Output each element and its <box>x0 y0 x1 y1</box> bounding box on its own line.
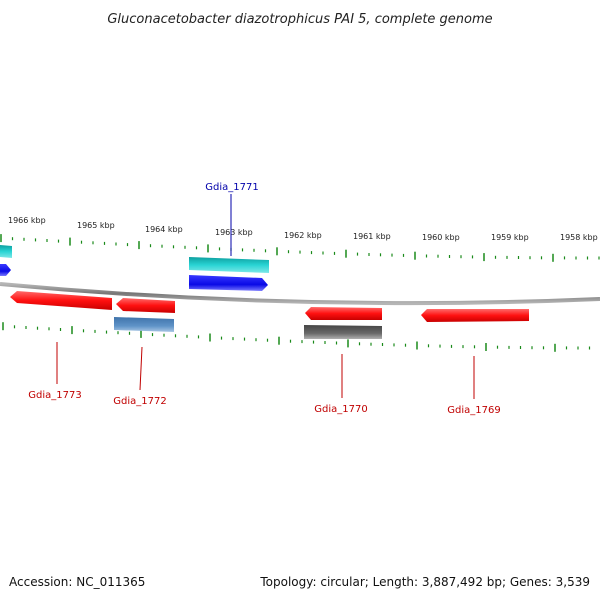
tick-label-1966: 1966 kbp <box>8 216 46 225</box>
map-title: Gluconacetobacter diazotrophicus PAI 5, … <box>107 12 492 27</box>
tick-label-1960: 1960 kbp <box>422 233 460 242</box>
feature-gdia-1770-cds[interactable] <box>304 325 382 339</box>
feature-gdia-1771-cds[interactable] <box>189 257 269 273</box>
tick-label-1958: 1958 kbp <box>560 233 598 242</box>
tick-label-1959: 1959 kbp <box>491 233 529 242</box>
callout-line-gdia-1772 <box>139 346 143 391</box>
outer-strand-features[interactable] <box>0 245 269 291</box>
gene-label-gdia-1772[interactable]: Gdia_1772 <box>113 396 166 407</box>
feature-gdia-1770-gene[interactable] <box>305 307 382 320</box>
gene-label-gdia-1770[interactable]: Gdia_1770 <box>314 404 367 415</box>
feature-blue-left[interactable] <box>0 264 11 276</box>
gene-labels: Gdia_1771 Gdia_1773 Gdia_1772 Gdia_1770 … <box>28 182 500 416</box>
tick-label-1961: 1961 kbp <box>353 232 391 241</box>
feature-gdia-1772-cds[interactable] <box>114 317 174 332</box>
tick-labels: 1966 kbp 1965 kbp 1964 kbp 1963 kbp 1962… <box>8 216 598 242</box>
feature-gdia-1773-gene[interactable] <box>10 291 112 310</box>
tick-label-1965: 1965 kbp <box>77 221 115 230</box>
gene-label-gdia-1773[interactable]: Gdia_1773 <box>28 390 81 401</box>
topology-text: Topology: circular; Length: 3,887,492 bp… <box>259 575 590 589</box>
feature-cyan-left[interactable] <box>0 245 12 258</box>
feature-gdia-1772-gene[interactable] <box>116 298 175 313</box>
feature-gdia-1769-gene[interactable] <box>421 309 529 322</box>
gene-label-gdia-1769[interactable]: Gdia_1769 <box>447 405 500 416</box>
outer-tick-row <box>0 234 600 262</box>
tick-label-1963: 1963 kbp <box>215 228 253 237</box>
gene-label-gdia-1771[interactable]: Gdia_1771 <box>205 182 258 193</box>
accession-text: Accession: NC_011365 <box>9 575 145 589</box>
tick-label-1962: 1962 kbp <box>284 231 322 240</box>
inner-strand-features[interactable] <box>10 291 529 339</box>
genome-backbone <box>0 282 600 306</box>
inner-tick-row <box>2 322 591 352</box>
feature-gdia-1771-gene[interactable] <box>189 275 268 291</box>
tick-label-1964: 1964 kbp <box>145 225 183 234</box>
